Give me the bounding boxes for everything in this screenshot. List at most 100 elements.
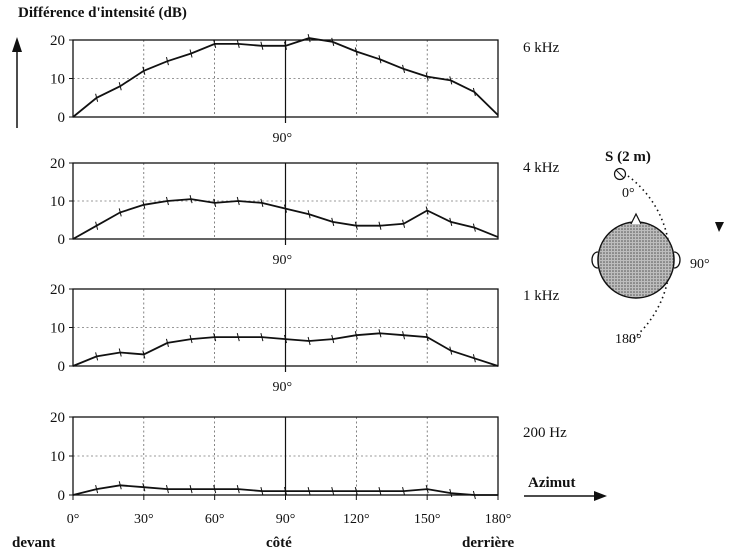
data-point: [95, 221, 99, 230]
data-point: [189, 49, 193, 58]
x-tick-label: 90°: [276, 512, 296, 527]
y-tick-label: 20: [50, 410, 65, 426]
mid-angle-label: 90°: [273, 253, 293, 268]
data-point: [307, 336, 311, 346]
y-tick-label: 20: [50, 156, 65, 172]
panel-title: 1 kHz: [523, 288, 560, 304]
data-point: [354, 331, 358, 340]
mid-angle-label: 90°: [273, 131, 293, 146]
y-tick-label: 10: [50, 321, 65, 337]
angle-90-label: 90°: [690, 257, 710, 272]
y-tick-label: 0: [58, 488, 66, 504]
panel-title: 4 kHz: [523, 160, 560, 176]
x-tick-label: 0°: [67, 512, 80, 527]
y-tick-label: 10: [50, 72, 65, 88]
panel-title: 200 Hz: [523, 425, 567, 441]
data-point: [307, 210, 311, 219]
data-point: [307, 33, 311, 43]
y-tick-label: 20: [50, 282, 65, 298]
arc-arrowhead-icon: [715, 222, 724, 232]
data-point: [213, 333, 217, 342]
x-tick-label: 30°: [134, 512, 154, 527]
data-point: [142, 350, 146, 359]
data-point: [236, 39, 240, 48]
data-point: [378, 329, 382, 338]
data-point: [118, 348, 122, 357]
source-icon-mark: [615, 169, 625, 179]
x-axis-title: Azimut: [528, 475, 576, 491]
data-point: [189, 485, 193, 494]
data-point: [354, 486, 358, 496]
label-side: côté: [266, 535, 292, 551]
data-point: [284, 486, 287, 496]
angle-0-label: 0°: [622, 186, 635, 201]
data-point: [213, 39, 217, 48]
x-tick-label: 150°: [414, 512, 441, 527]
data-point: [425, 206, 429, 215]
x-tick-label: 180°: [485, 512, 512, 527]
right-ear-icon: [673, 251, 681, 269]
head-diagram: S (2 m) 0° 90° 180°: [591, 149, 724, 347]
source-icon: [613, 167, 627, 181]
data-point: [472, 354, 476, 363]
data-point: [402, 219, 406, 228]
data-point: [236, 485, 240, 494]
data-point: [472, 223, 476, 232]
data-point: [142, 200, 146, 209]
data-point: [284, 41, 287, 50]
data-point: [425, 485, 429, 494]
data-point: [331, 37, 335, 47]
label-back: derrière: [462, 535, 515, 551]
data-point: [449, 488, 453, 498]
data-point: [354, 221, 358, 230]
data-point: [402, 486, 406, 496]
data-point: [472, 87, 476, 97]
left-ear-icon: [591, 251, 599, 269]
data-point: [165, 485, 169, 494]
data-point: [95, 485, 99, 494]
chart-panels: 0 10 20 6 kHz 90° 0 10 20 4 kHz 90° 0 10 20 1 kHz 90° 0…: [50, 33, 567, 527]
data-point: [378, 55, 382, 64]
data-point: [260, 41, 264, 50]
data-point: [165, 57, 169, 66]
data-point: [95, 352, 99, 361]
data-point: [165, 338, 169, 348]
data-point: [118, 82, 122, 91]
data-point: [260, 486, 264, 496]
data-point: [284, 204, 287, 213]
data-point: [378, 486, 382, 496]
data-point: [378, 221, 382, 230]
mid-angle-label: 90°: [273, 380, 293, 395]
label-front: devant: [12, 535, 55, 551]
data-point: [189, 194, 193, 204]
data-point: [449, 346, 453, 355]
x-tick-label: 60°: [205, 512, 225, 527]
data-point: [165, 196, 169, 206]
x-axis-arrowhead: [594, 491, 607, 501]
y-axis-arrowhead: [12, 37, 22, 52]
data-point: [331, 217, 335, 227]
nose-icon: [630, 212, 642, 225]
data-point: [331, 334, 335, 344]
data-point: [354, 47, 358, 56]
data-point: [118, 208, 122, 217]
data-point: [425, 72, 429, 81]
data-point: [402, 64, 406, 73]
x-tick-label: 120°: [343, 512, 370, 527]
data-point: [213, 485, 217, 494]
data-point: [284, 334, 287, 344]
data-point: [331, 486, 335, 496]
data-point: [213, 198, 217, 208]
panel-title: 6 kHz: [523, 40, 560, 56]
data-point: [118, 481, 122, 490]
data-point: [189, 334, 193, 344]
y-tick-label: 0: [58, 232, 66, 248]
y-tick-label: 10: [50, 449, 65, 465]
y-tick-label: 10: [50, 194, 65, 210]
data-point: [472, 490, 476, 500]
source-label: S (2 m): [605, 149, 651, 165]
y-tick-label: 20: [50, 33, 65, 49]
angle-180-label: 180°: [615, 332, 642, 347]
data-point: [260, 198, 264, 208]
